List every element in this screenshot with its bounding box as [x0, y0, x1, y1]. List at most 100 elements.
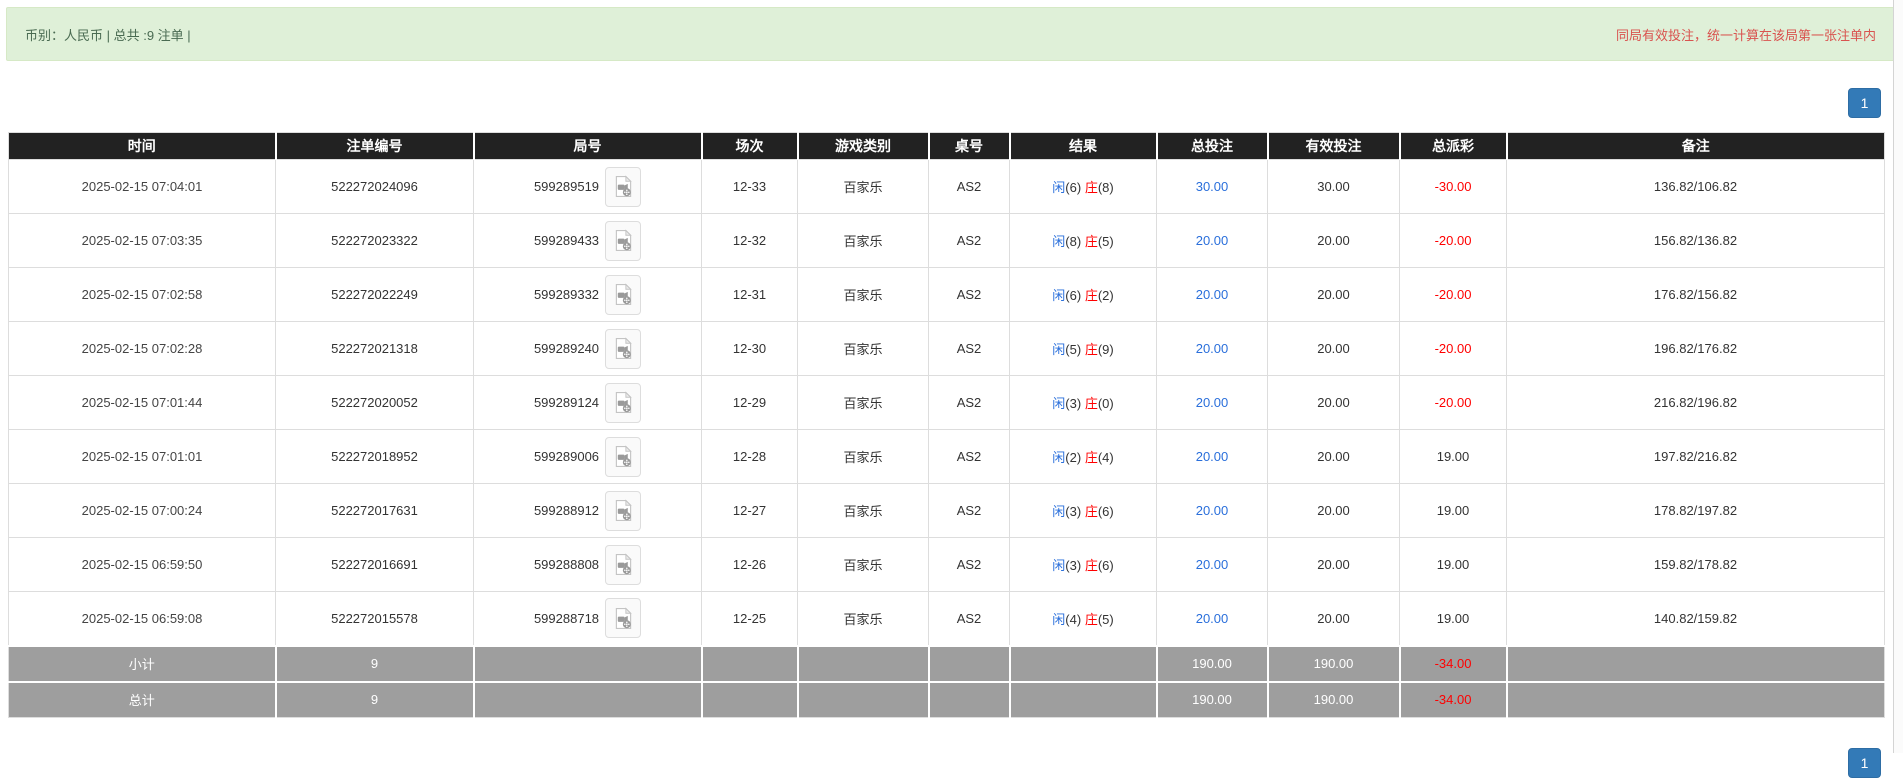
video-file-icon — [615, 229, 632, 252]
header-total-payout: 总派彩 — [1399, 132, 1508, 160]
banker-points: (5) — [1097, 611, 1114, 627]
video-file-icon — [615, 499, 632, 522]
bet-time: 2025-02-15 07:03:35 — [8, 213, 276, 268]
total-bet-link[interactable]: 20.00 — [1195, 557, 1229, 572]
total-count: 9 — [275, 680, 475, 718]
header-game-type: 游戏类别 — [797, 132, 930, 160]
game-type: 百家乐 — [797, 159, 929, 214]
round-id: 599289124 — [533, 395, 600, 410]
bet-time: 2025-02-15 06:59:08 — [8, 591, 276, 646]
video-file-icon — [615, 337, 632, 360]
session-no: 12-33 — [701, 159, 798, 214]
banker-label: 庄 — [1084, 180, 1098, 195]
total-bet-link[interactable]: 20.00 — [1195, 395, 1229, 410]
total-bet-link[interactable]: 30.00 — [1195, 179, 1229, 194]
header-valid-bet: 有效投注 — [1267, 132, 1401, 160]
game-type: 百家乐 — [797, 375, 929, 430]
game-result: 闲(3) 庄(6) — [1009, 537, 1157, 592]
banker-label: 庄 — [1084, 504, 1098, 519]
header-result: 结果 — [1009, 132, 1158, 160]
video-replay-button[interactable] — [605, 274, 642, 315]
table-no: AS2 — [928, 483, 1010, 538]
round-id: 599289332 — [533, 287, 600, 302]
remark: 156.82/136.82 — [1506, 213, 1885, 268]
banker-points: (8) — [1097, 180, 1114, 195]
total-payout: -30.00 — [1399, 159, 1507, 214]
round-id: 599288912 — [533, 503, 600, 518]
header-time: 时间 — [8, 132, 277, 160]
header-table-no: 桌号 — [928, 132, 1011, 160]
video-file-icon — [615, 175, 632, 198]
remark: 159.82/178.82 — [1506, 537, 1885, 592]
bet-id: 522272020052 — [275, 375, 474, 430]
total-total-bet: 190.00 — [1156, 680, 1269, 718]
player-points: (3) — [1065, 558, 1082, 573]
player-label: 闲 — [1052, 504, 1066, 519]
table-row: 2025-02-15 07:01:44 522272020052 5992891… — [8, 375, 1885, 430]
video-replay-button[interactable] — [605, 166, 642, 207]
total-bet-link[interactable]: 20.00 — [1195, 287, 1229, 302]
game-result: 闲(2) 庄(4) — [1009, 429, 1157, 484]
video-replay-button[interactable] — [605, 490, 642, 531]
player-label: 闲 — [1052, 234, 1066, 249]
table-row: 2025-02-15 07:01:01 522272018952 5992890… — [8, 429, 1885, 484]
video-replay-button[interactable] — [605, 220, 642, 261]
total-bet-link[interactable]: 20.00 — [1195, 610, 1229, 626]
banker-points: (6) — [1097, 504, 1114, 519]
video-replay-button[interactable] — [605, 382, 642, 423]
game-result: 闲(4) 庄(5) — [1009, 591, 1157, 646]
header-round-id: 局号 — [473, 132, 703, 160]
pagination-page-1-top[interactable]: 1 — [1848, 88, 1881, 118]
player-points: (6) — [1065, 288, 1082, 303]
game-type: 百家乐 — [797, 321, 929, 376]
player-label: 闲 — [1052, 180, 1066, 195]
banker-points: (0) — [1097, 396, 1114, 411]
bet-records-table: 时间 注单编号 局号 场次 游戏类别 桌号 结果 总投注 有效投注 总派彩 备注… — [8, 132, 1885, 718]
session-no: 12-26 — [701, 537, 798, 592]
round-id: 599288718 — [533, 610, 600, 626]
game-result: 闲(5) 庄(9) — [1009, 321, 1157, 376]
banker-label: 庄 — [1084, 611, 1098, 627]
total-bet-link[interactable]: 20.00 — [1195, 503, 1229, 518]
total-bet-link[interactable]: 20.00 — [1195, 233, 1229, 248]
round-id: 599289006 — [533, 449, 600, 464]
table-no: AS2 — [928, 321, 1010, 376]
player-label: 闲 — [1052, 288, 1066, 303]
round-id: 599289519 — [533, 179, 600, 194]
video-replay-button[interactable] — [605, 544, 642, 585]
valid-bet: 20.00 — [1267, 429, 1400, 484]
total-bet-link[interactable]: 20.00 — [1195, 341, 1229, 356]
video-file-icon — [615, 445, 632, 468]
video-replay-button[interactable] — [605, 436, 642, 477]
banker-points: (6) — [1097, 558, 1114, 573]
vertical-scrollbar[interactable] — [1893, 0, 1903, 753]
player-points: (3) — [1065, 396, 1082, 411]
total-bet-link[interactable]: 20.00 — [1195, 449, 1229, 464]
total-payout: -20.00 — [1399, 375, 1507, 430]
valid-bet: 30.00 — [1267, 159, 1400, 214]
bet-time: 2025-02-15 06:59:50 — [8, 537, 276, 592]
video-replay-button[interactable] — [605, 328, 642, 369]
banker-label: 庄 — [1084, 234, 1098, 249]
subtotal-valid-bet: 190.00 — [1267, 644, 1401, 682]
game-result: 闲(6) 庄(8) — [1009, 159, 1157, 214]
bet-time: 2025-02-15 07:04:01 — [8, 159, 276, 214]
bet-time: 2025-02-15 07:01:01 — [8, 429, 276, 484]
player-points: (4) — [1065, 611, 1082, 627]
table-header-row: 时间 注单编号 局号 场次 游戏类别 桌号 结果 总投注 有效投注 总派彩 备注 — [8, 132, 1885, 160]
subtotal-count: 9 — [275, 644, 475, 682]
total-row: 总计 9 190.00 190.00 -34.00 — [8, 680, 1885, 718]
video-file-icon — [615, 553, 632, 576]
total-payout: 19.00 — [1399, 591, 1507, 646]
bet-id: 522272021318 — [275, 321, 474, 376]
remark: 216.82/196.82 — [1506, 375, 1885, 430]
banker-points: (4) — [1097, 450, 1114, 465]
bet-time: 2025-02-15 07:00:24 — [8, 483, 276, 538]
valid-bet: 20.00 — [1267, 591, 1400, 646]
total-payout: -20.00 — [1399, 267, 1507, 322]
player-label: 闲 — [1052, 342, 1066, 357]
table-row: 2025-02-15 07:02:28 522272021318 5992892… — [8, 321, 1885, 376]
game-type: 百家乐 — [797, 429, 929, 484]
video-replay-button[interactable] — [605, 598, 642, 639]
table-row: 2025-02-15 06:59:50 522272016691 5992888… — [8, 537, 1885, 592]
